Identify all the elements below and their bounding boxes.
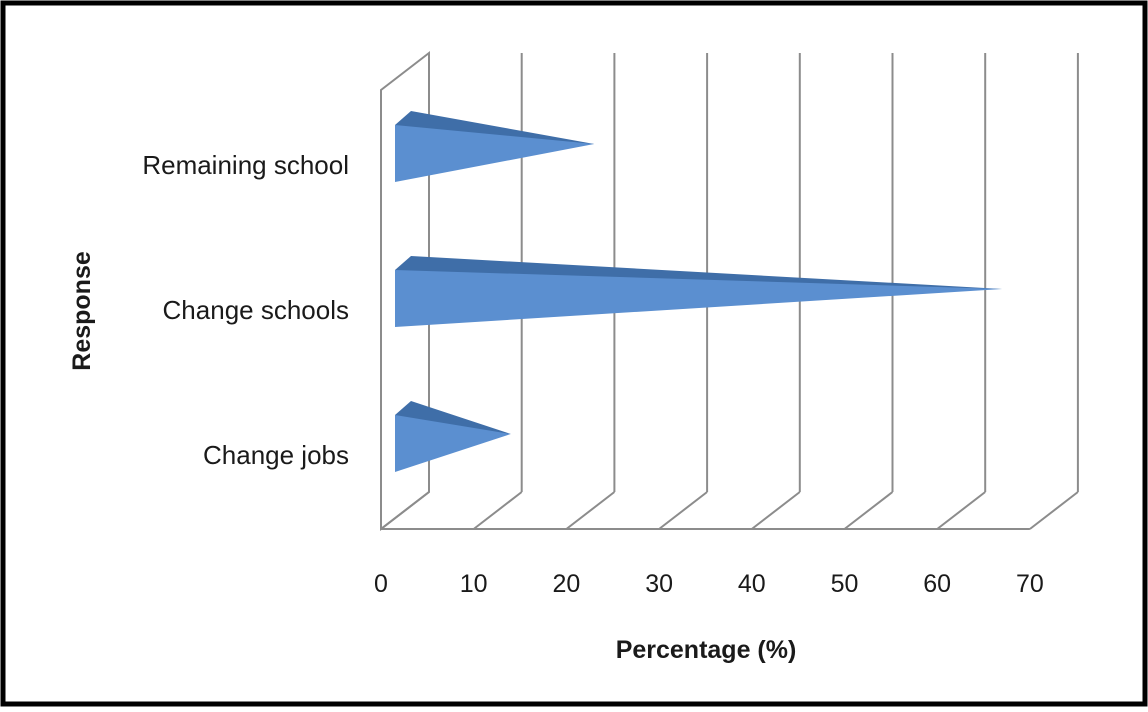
floor-gridline [473,491,523,530]
category-label: Change jobs [203,440,349,470]
y-axis-title: Response [68,251,96,371]
bars-layer [395,111,1003,472]
category-label: Remaining school [142,150,349,180]
floor-gridline [565,491,616,530]
floor-gridline [658,491,708,530]
x-tick-label: 70 [1016,570,1044,598]
x-tick-label: 20 [552,570,580,598]
x-tick-label: 10 [460,570,488,598]
bar-face [395,415,511,472]
x-tick-label: 40 [738,570,766,598]
x-axis-title: Percentage (%) [616,636,797,664]
bar-face [395,270,1003,327]
x-tick-label: 0 [374,570,388,598]
floor-gridline [751,491,801,530]
floor-gridline [843,491,894,530]
category-labels: Remaining school Change schools Change job… [142,150,349,470]
floor-gridline [380,491,430,530]
floor-gridline [936,491,986,530]
bar-face [395,125,595,182]
x-tick-label: 60 [923,570,951,598]
floor-gridline [1029,491,1079,530]
x-tick-labels: 0 10 20 30 40 50 60 70 [374,570,1044,598]
category-label: Change schools [163,295,349,325]
x-tick-label: 50 [831,570,859,598]
x-tick-label: 30 [645,570,673,598]
